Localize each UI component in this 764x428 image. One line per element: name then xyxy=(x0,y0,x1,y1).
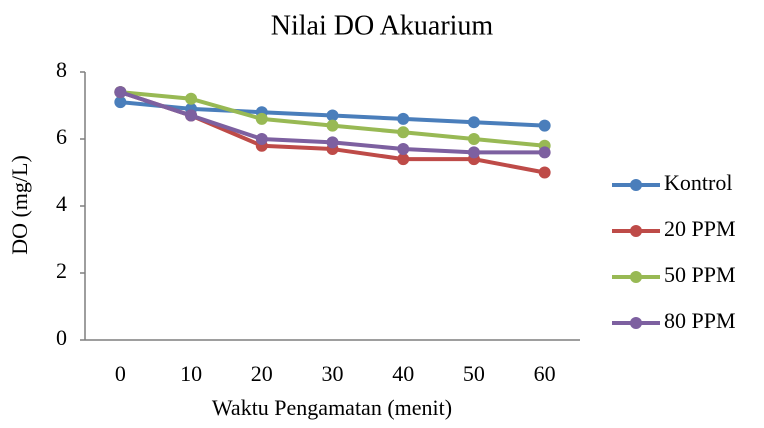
legend-marker xyxy=(630,179,642,191)
y-tick-label: 6 xyxy=(56,124,67,149)
x-tick-label: 50 xyxy=(463,361,485,386)
y-tick-label: 8 xyxy=(56,57,67,82)
data-point xyxy=(397,153,410,166)
data-point xyxy=(326,119,339,132)
y-axis-label: DO (mg/L) xyxy=(7,155,32,255)
legend-label: 50 PPM xyxy=(664,262,736,287)
data-point xyxy=(255,133,268,145)
series-line xyxy=(119,90,546,175)
data-point xyxy=(114,96,127,109)
legend-marker xyxy=(630,225,642,237)
legend-label: 80 PPM xyxy=(664,308,736,333)
data-point xyxy=(255,112,268,125)
x-tick-label: 60 xyxy=(534,361,556,386)
legend-marker xyxy=(630,271,642,283)
x-tick-label: 30 xyxy=(322,361,344,386)
x-axis-label: Waktu Pengamatan (menit) xyxy=(212,395,452,420)
legend-label: 20 PPM xyxy=(664,216,736,241)
y-tick-label: 2 xyxy=(56,258,67,283)
y-tick-label: 0 xyxy=(56,325,67,350)
data-point xyxy=(467,116,480,129)
chart-title: Nilai DO Akuarium xyxy=(271,10,494,41)
x-tick-label: 10 xyxy=(180,361,202,386)
data-point xyxy=(397,126,410,139)
x-tick-label: 0 xyxy=(115,361,126,386)
data-point xyxy=(538,146,551,159)
data-point xyxy=(538,119,551,132)
legend-label: Kontrol xyxy=(664,170,732,195)
data-point xyxy=(397,112,410,125)
data-point xyxy=(326,109,339,122)
data-point xyxy=(467,133,480,145)
data-point xyxy=(397,143,410,156)
y-tick-label: 4 xyxy=(56,191,67,216)
data-point xyxy=(114,86,127,99)
data-point xyxy=(185,109,198,122)
data-point xyxy=(467,146,480,159)
legend-marker xyxy=(630,317,642,329)
x-tick-label: 20 xyxy=(251,361,273,386)
data-point xyxy=(538,166,551,179)
x-tick-label: 40 xyxy=(392,361,414,386)
data-point xyxy=(326,136,339,149)
data-point xyxy=(185,92,198,105)
